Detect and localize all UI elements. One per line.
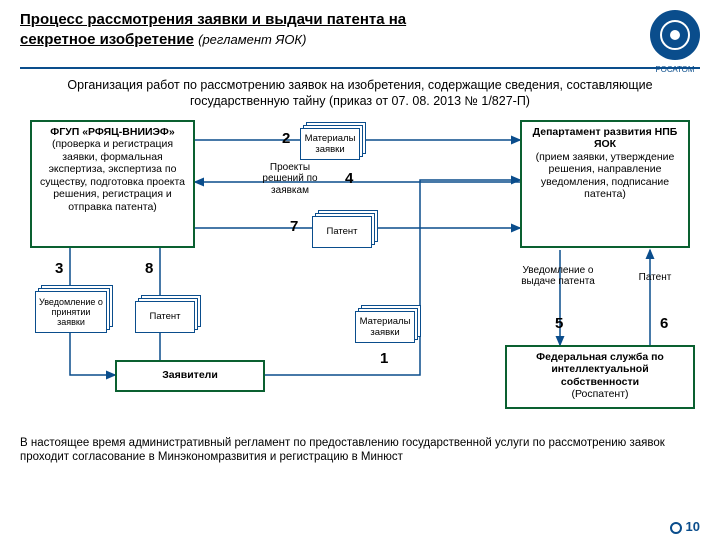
title-line1: Процесс рассмотрения заявки и выдачи пат… <box>20 11 406 28</box>
vniief-title: ФГУП «РФЯЦ-ВНИИЭФ» <box>38 126 187 139</box>
applicants-title: Заявители <box>162 369 218 382</box>
num-4: 4 <box>345 170 353 187</box>
logo-label: РОСАТОМ <box>655 65 694 74</box>
stack-patent-right: Патент <box>630 272 680 284</box>
num-6: 6 <box>660 315 668 332</box>
box-vniief: ФГУП «РФЯЦ-ВНИИЭФ» (проверка и регистрац… <box>30 120 195 248</box>
stack-notice: Уведомление о выдаче патента <box>518 265 598 288</box>
num-2: 2 <box>282 130 290 147</box>
rospatent-body: (Роспатент) <box>513 388 687 401</box>
box-dept: Департамент развития НПБ ЯОК (прием заяв… <box>520 120 690 248</box>
flowchart-canvas: ФГУП «РФЯЦ-ВНИИЭФ» (проверка и регистрац… <box>0 110 720 430</box>
subtitle: Организация работ по рассмотрению заявок… <box>0 77 720 110</box>
dept-title: Департамент развития НПБ ЯОК <box>528 126 682 151</box>
box-applicants: Заявители <box>115 360 265 392</box>
title-line2: секретное изобретение <box>20 31 194 48</box>
vniief-body: (проверка и регистрация заявки, формальн… <box>38 138 187 214</box>
num-1: 1 <box>380 350 388 367</box>
page-number: 10 <box>670 519 700 534</box>
box-rospatent: Федеральная служба по интеллектуальной с… <box>505 345 695 409</box>
dept-body: (прием заявки, утверждение решения, напр… <box>528 151 682 201</box>
num-3: 3 <box>55 260 63 277</box>
num-7: 7 <box>290 218 298 235</box>
footer-text: В настоящее время административный регла… <box>0 430 720 472</box>
header-divider <box>20 67 700 69</box>
num-8: 8 <box>145 260 153 277</box>
num-5: 5 <box>555 315 563 332</box>
rospatent-title: Федеральная служба по интеллектуальной с… <box>513 351 687 389</box>
title-reg: (регламент ЯОК) <box>198 32 306 47</box>
rosatom-logo-icon <box>650 10 700 60</box>
stack-projects: Проекты решений по заявкам <box>255 162 325 197</box>
